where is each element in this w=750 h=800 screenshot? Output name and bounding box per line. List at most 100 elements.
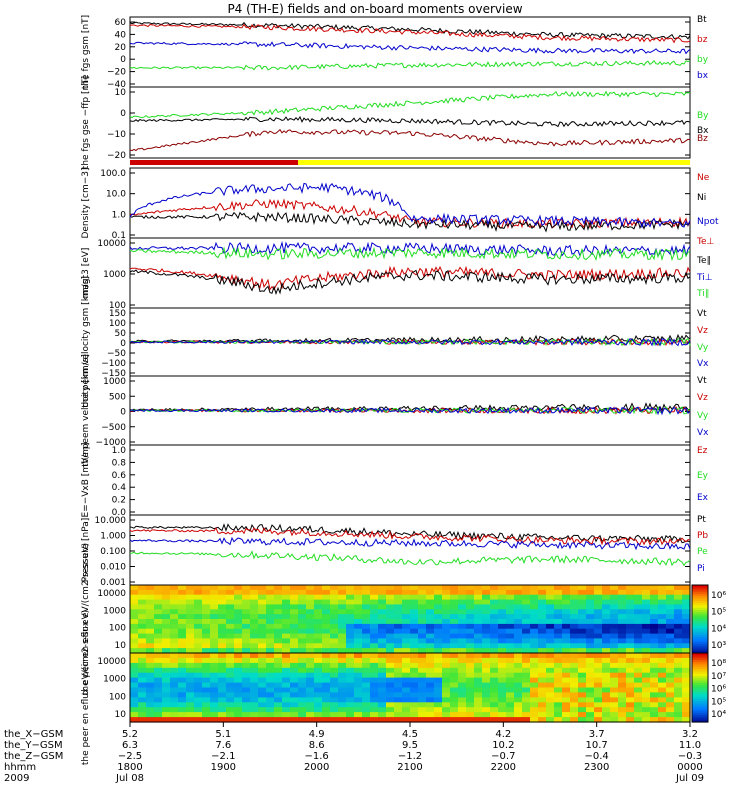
colorbar-cell — [692, 605, 708, 609]
heat-cell — [194, 604, 203, 610]
heat-cell — [138, 614, 147, 620]
heat-cell — [402, 672, 411, 679]
heat-cell — [674, 623, 683, 630]
heat-cell — [242, 589, 251, 596]
heat-cell — [562, 643, 571, 649]
heat-cell — [538, 672, 547, 679]
heat-cell — [466, 638, 475, 644]
heat-cell — [178, 682, 187, 689]
heat-cell — [682, 707, 691, 713]
heat-cell — [602, 687, 611, 693]
heat-cell — [530, 712, 539, 718]
heat-cell — [426, 585, 435, 591]
colorbar-cell — [692, 705, 708, 709]
y-tick-label: 10.0 — [106, 190, 126, 200]
heat-cell — [250, 687, 259, 693]
heat-cell — [650, 594, 659, 601]
heat-cell — [602, 609, 611, 615]
heat-cell — [570, 667, 579, 674]
heat-cell — [426, 672, 435, 679]
heat-cell — [562, 712, 571, 718]
heat-cell — [498, 717, 507, 723]
heat-cell — [658, 697, 667, 703]
heat-cell — [258, 619, 267, 625]
heat-cell — [386, 604, 395, 610]
heat-cell — [482, 585, 491, 591]
heat-cell — [146, 614, 155, 620]
heat-cell — [274, 667, 283, 674]
heat-cell — [442, 677, 451, 684]
heat-cell — [594, 707, 603, 713]
heat-cell — [490, 707, 499, 713]
heat-cell — [402, 633, 411, 640]
heat-cell — [218, 692, 227, 698]
heat-cell — [554, 585, 563, 591]
y-tick-label: 100.0 — [100, 169, 126, 179]
heat-cell — [514, 643, 523, 649]
heat-cell — [650, 653, 659, 659]
heat-cell — [218, 702, 227, 708]
legend-Vz: Vz — [697, 393, 708, 403]
heat-cell — [162, 717, 171, 723]
heat-cell — [682, 692, 691, 698]
heat-cell — [306, 677, 315, 684]
heat-cell — [682, 702, 691, 708]
heat-cell — [162, 638, 171, 644]
heat-cell — [410, 619, 419, 625]
heat-cell — [562, 628, 571, 635]
heat-cell — [498, 628, 507, 635]
heat-cell — [386, 662, 395, 669]
heat-cell — [450, 628, 459, 635]
heat-cell — [538, 677, 547, 684]
heat-cell — [258, 672, 267, 679]
heat-cell — [562, 662, 571, 669]
heat-cell — [322, 628, 331, 635]
legend-By: By — [697, 111, 709, 121]
heat-cell — [674, 657, 683, 664]
heat-cell — [378, 657, 387, 664]
heat-cell — [514, 638, 523, 644]
heat-cell — [626, 623, 635, 630]
heat-cell — [634, 662, 643, 669]
heat-cell — [330, 712, 339, 718]
heat-cell — [170, 643, 179, 649]
series-Ni-line — [129, 211, 691, 233]
heat-cell — [258, 717, 267, 723]
y-tick-label: 500 — [109, 392, 126, 402]
heat-cell — [130, 623, 139, 630]
heat-cell — [618, 589, 627, 596]
heat-cell — [154, 717, 163, 723]
colorbar-cell — [692, 694, 708, 698]
heat-cell — [170, 717, 179, 723]
heat-cell — [258, 638, 267, 644]
heat-cell — [618, 609, 627, 615]
heat-cell — [314, 653, 323, 659]
heat-cell — [162, 648, 171, 654]
heat-cell — [266, 628, 275, 635]
heat-cell — [362, 697, 371, 703]
heat-cell — [234, 717, 243, 723]
heat-cell — [418, 623, 427, 630]
heat-cell — [466, 682, 475, 689]
heat-cell — [434, 589, 443, 596]
heat-cell — [162, 692, 171, 698]
heat-cell — [634, 712, 643, 718]
heat-cell — [330, 648, 339, 654]
heat-cell — [282, 712, 291, 718]
colorbar-label: 10⁷ — [711, 672, 726, 682]
heat-cell — [682, 667, 691, 674]
heat-cell — [386, 697, 395, 703]
heat-cell — [234, 702, 243, 708]
heat-cell — [482, 712, 491, 718]
heat-cell — [218, 599, 227, 606]
heat-cell — [290, 604, 299, 610]
heat-cell — [250, 609, 259, 615]
colorbar-cell — [692, 678, 708, 682]
heat-cell — [290, 623, 299, 630]
heat-cell — [290, 682, 299, 689]
heat-cell — [626, 653, 635, 659]
heat-cell — [250, 594, 259, 601]
heat-cell — [410, 589, 419, 596]
